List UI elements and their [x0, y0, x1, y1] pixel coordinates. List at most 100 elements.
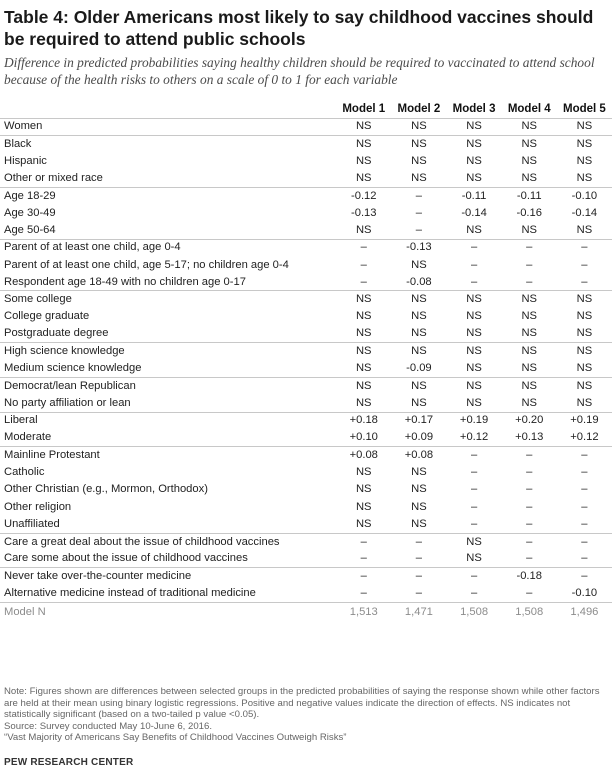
value-cell: NS: [466, 362, 482, 375]
row-label: Never take over-the-counter medicine: [0, 567, 337, 586]
value-cell: NS: [336, 134, 392, 153]
value-cell: –: [470, 500, 478, 513]
value-cell: –: [470, 258, 478, 271]
column-header: Model 1: [342, 102, 386, 115]
table-row: Unaffiliated NS NS – – –: [0, 516, 612, 533]
value-cell: NS: [355, 327, 372, 340]
value-cell: NS: [446, 290, 502, 309]
value-cell: –: [446, 238, 502, 257]
value-cell: NS: [556, 117, 612, 136]
report-title-text: “Vast Majority of Americans Say Benefits…: [4, 732, 347, 744]
value-cell: –: [526, 500, 533, 513]
value-cell: –: [470, 517, 478, 530]
value-cell: –: [470, 275, 478, 288]
value-cell: –: [391, 186, 447, 205]
value-cell: NS: [556, 342, 612, 361]
value-cell: –: [581, 466, 588, 479]
value-cell: NS: [336, 117, 392, 136]
value-cell: NS: [355, 171, 372, 184]
value-cell: –: [556, 567, 612, 586]
row-label: Age 18-29: [0, 186, 337, 205]
value-cell: NS: [411, 517, 427, 530]
value-cell: NS: [355, 223, 372, 236]
value-cell: –: [415, 223, 423, 236]
value-cell: NS: [446, 342, 502, 361]
value-cell: NS: [521, 396, 537, 409]
value-cell: –: [581, 500, 588, 513]
value-cell: +0.19: [556, 411, 612, 430]
value-cell: NS: [411, 171, 427, 184]
column-header: Model 4: [507, 102, 551, 115]
value-cell: NS: [446, 134, 502, 153]
table-row: Other or mixed race NS NS NS NS NS: [0, 170, 612, 187]
value-cell: NS: [466, 396, 482, 409]
value-cell: –: [360, 552, 367, 565]
row-label: Mainline Protestant: [0, 446, 337, 464]
value-cell: NS: [521, 171, 537, 184]
value-cell: NS: [355, 310, 372, 323]
table-row: Care a great deal about the issue of chi…: [0, 532, 612, 551]
value-cell: NS: [411, 396, 427, 409]
value-cell: NS: [521, 362, 537, 375]
value-cell: –: [581, 517, 588, 530]
value-cell: 1,508: [446, 601, 502, 623]
value-cell: –: [526, 586, 533, 599]
value-cell: NS: [501, 342, 557, 361]
value-cell: –: [446, 567, 502, 586]
value-cell: NS: [355, 500, 372, 513]
row-label: Alternative medicine instead of traditio…: [4, 586, 256, 599]
value-cell: 1,508: [501, 601, 557, 623]
table-row: Democrat/lean Republican NS NS NS NS NS: [0, 376, 612, 395]
value-cell: –: [415, 206, 423, 219]
value-cell: -0.12: [336, 186, 392, 205]
table-row: Catholic NS NS – – –: [0, 464, 612, 481]
value-cell: –: [581, 258, 588, 271]
value-cell: NS: [411, 466, 427, 479]
value-cell: NS: [391, 342, 447, 361]
value-cell: NS: [446, 376, 502, 395]
value-cell: –: [581, 552, 588, 565]
value-cell: NS: [576, 310, 593, 323]
table-row: High science knowledge NS NS NS NS NS: [0, 342, 612, 361]
row-label: Other or mixed race: [4, 171, 103, 184]
value-cell: NS: [411, 327, 427, 340]
value-cell: NS: [391, 134, 447, 153]
value-cell: –: [391, 567, 447, 586]
value-cell: -0.13: [351, 206, 377, 219]
row-label: Care a great deal about the issue of chi…: [0, 532, 337, 551]
header-row: Model 1 Model 2 Model 3 Model 4 Model 5: [0, 100, 612, 118]
value-cell: –: [526, 466, 533, 479]
row-label: Parent of at least one child, age 0-4: [0, 238, 337, 257]
table-body: Women NS NS NS NS NS Black NS NS NS NS NS Hispanic NS…: [0, 117, 612, 623]
value-cell: -0.09: [406, 362, 432, 375]
value-cell: -0.10: [571, 586, 598, 599]
value-cell: –: [556, 446, 612, 464]
table-row: Parent of at least one child, age 5-17; …: [0, 256, 612, 273]
value-cell: NS: [446, 532, 502, 551]
table-row: Age 30-49 -0.13 – -0.14 -0.16 -0.14: [0, 204, 612, 221]
value-cell: 1,471: [391, 601, 447, 623]
table-row: Women NS NS NS NS NS: [0, 117, 612, 136]
table-subtitle: Difference in predicted probabilities sa…: [4, 55, 595, 87]
value-cell: –: [581, 275, 588, 288]
value-cell: -0.13: [391, 238, 447, 257]
source-text: Source: Survey conducted May 10-June 6, …: [4, 720, 212, 732]
value-cell: NS: [411, 500, 427, 513]
value-cell: –: [556, 238, 612, 257]
value-cell: –: [526, 483, 533, 496]
value-cell: NS: [576, 396, 593, 409]
table-row: Mainline Protestant +0.08 +0.08– – –: [0, 446, 612, 464]
table-row: No party affiliation or lean NS NS NS NS NS: [0, 395, 612, 412]
row-label: Hispanic: [4, 154, 47, 167]
note-text: Note: Figures shown are differences betw…: [4, 686, 600, 721]
value-cell: NS: [576, 154, 593, 167]
table-row: Medium science knowledge NS -0.09 NS NS NS: [0, 360, 612, 377]
value-cell: –: [391, 532, 447, 551]
table-row: Postgraduate degree NS NS NS NS NS: [0, 326, 612, 343]
row-label: High science knowledge: [0, 342, 337, 361]
row-label: Respondent age 18-49 with no children ag…: [4, 275, 246, 288]
table-row: College graduate NS NS NS NS NS: [0, 308, 612, 325]
value-cell: -0.16: [516, 206, 542, 219]
value-cell: +0.08: [336, 446, 392, 464]
table-row: Liberal +0.18 +0.17 +0.19 +0.20 +0.19: [0, 411, 612, 430]
